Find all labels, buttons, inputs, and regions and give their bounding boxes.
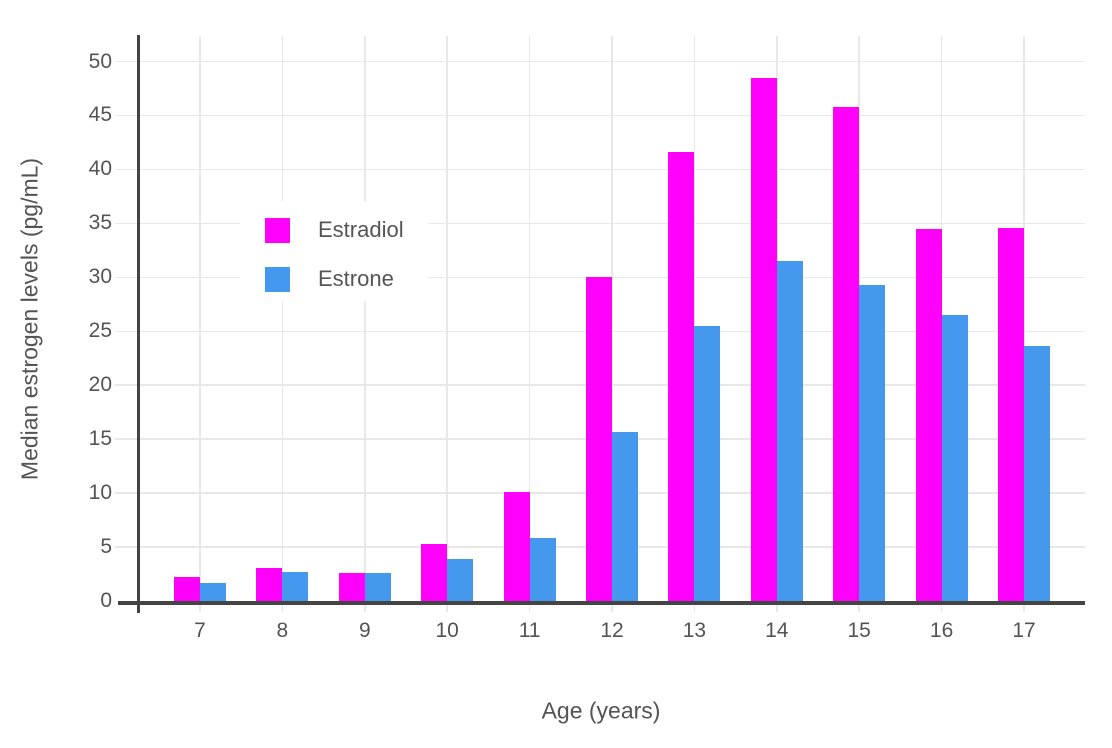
legend-label: Estrone xyxy=(318,266,394,291)
x-gridline xyxy=(446,36,448,612)
x-axis-title: Age (years) xyxy=(541,697,661,724)
legend-swatch-estrone xyxy=(265,267,290,292)
x-gridline xyxy=(281,36,284,612)
x-gridline xyxy=(364,36,366,612)
bar-estrone-age-9 xyxy=(364,572,391,601)
bar-estrone-age-12 xyxy=(612,431,638,601)
bar-estradiol-age-14 xyxy=(750,77,777,601)
bar-estrone-age-13 xyxy=(694,325,721,601)
bar-estradiol-age-8 xyxy=(256,567,283,601)
x-tick-label: 10 xyxy=(435,619,459,642)
x-tick-label: 9 xyxy=(358,619,371,642)
y-tick-label: 10 xyxy=(88,481,112,505)
bar-estradiol-age-7 xyxy=(174,577,200,601)
x-tick-label: 12 xyxy=(600,619,624,642)
x-gridline xyxy=(1023,36,1025,612)
y-gridline xyxy=(115,60,1085,63)
y-gridline xyxy=(115,168,1085,171)
bar-estrone-age-8 xyxy=(282,571,309,601)
x-tick-label: 8 xyxy=(276,619,289,642)
legend-item-estradiol[interactable]: Estradiol xyxy=(240,209,428,253)
y-gridline xyxy=(115,222,1085,225)
x-gridline xyxy=(611,36,613,612)
legend-swatch-estradiol xyxy=(265,218,290,243)
y-axis-title: Median estrogen levels (pg/mL) xyxy=(16,157,43,481)
y-tick-label: 0 xyxy=(100,589,112,612)
x-gridline xyxy=(528,36,531,612)
x-axis-line xyxy=(118,601,1085,605)
x-tick-label: 16 xyxy=(929,619,954,642)
x-tick-label: 17 xyxy=(1012,619,1036,642)
y-tick-label: 15 xyxy=(88,427,112,451)
bar-estrone-age-11 xyxy=(529,538,556,601)
bar-estradiol-age-13 xyxy=(668,152,695,601)
y-tick-label: 20 xyxy=(88,373,112,397)
bar-estradiol-age-15 xyxy=(833,106,860,601)
legend-label: Estradiol xyxy=(318,217,404,242)
y-tick-label: 35 xyxy=(88,211,112,235)
x-gridline xyxy=(199,36,201,612)
x-gridline xyxy=(693,36,696,612)
bar-estradiol-age-17 xyxy=(998,227,1024,601)
x-tick-label: 7 xyxy=(194,619,206,642)
bar-estrone-age-17 xyxy=(1024,346,1050,601)
x-tick-label: 14 xyxy=(765,619,789,642)
bar-estrone-age-10 xyxy=(447,558,474,601)
x-tick-label: 15 xyxy=(847,619,871,642)
y-tick-label: 50 xyxy=(88,49,112,73)
bar-estradiol-age-9 xyxy=(338,572,365,601)
legend-item-estrone[interactable]: Estrone xyxy=(240,258,428,302)
legend: Estradiol Estrone xyxy=(240,201,428,301)
y-tick-label: 45 xyxy=(88,103,112,127)
x-tick-label: 11 xyxy=(518,619,541,642)
y-tick-label: 30 xyxy=(88,265,112,289)
y-tick-label: 5 xyxy=(100,535,112,559)
bar-estradiol-age-12 xyxy=(586,277,612,601)
bar-estrone-age-16 xyxy=(941,315,968,601)
x-tick-label: 13 xyxy=(682,619,707,642)
bar-estrone-age-14 xyxy=(776,261,803,601)
bar-estradiol-age-16 xyxy=(915,228,942,601)
y-axis-line xyxy=(136,35,140,613)
bar-estrone-age-7 xyxy=(200,582,226,601)
y-gridline xyxy=(115,114,1085,117)
bar-estradiol-age-11 xyxy=(503,492,530,601)
bar-estradiol-age-10 xyxy=(421,543,448,601)
bar-estrone-age-15 xyxy=(859,284,886,601)
y-tick-label: 40 xyxy=(88,157,112,181)
y-tick-label: 25 xyxy=(88,319,112,343)
